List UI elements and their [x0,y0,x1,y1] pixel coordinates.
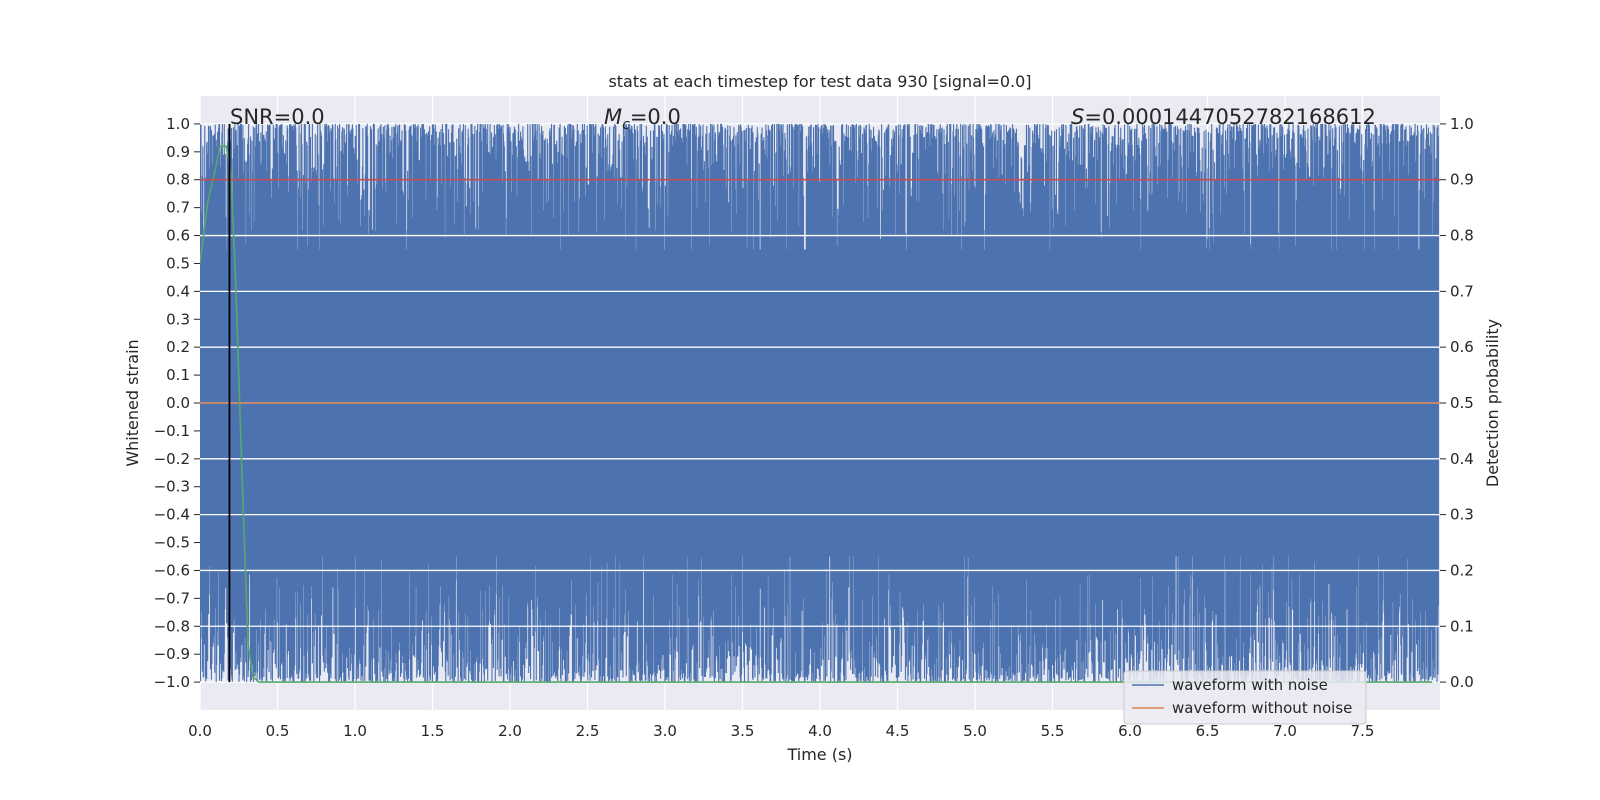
y-left-tick-label: −0.3 [154,478,190,496]
y-right-tick-label: 0.1 [1450,617,1474,635]
y-right-tick-label: 0.8 [1450,227,1474,245]
x-tick-label: 2.0 [498,722,522,740]
y-left-tick-label: −0.1 [154,422,190,440]
x-tick-label: 0.0 [188,722,212,740]
x-tick-label: 5.0 [963,722,987,740]
y-axis-label-right: Detection probability [1483,319,1502,487]
x-tick-label: 4.5 [886,722,910,740]
legend: waveform with noise waveform without noi… [1123,670,1367,725]
y-left-tick-label: 0.8 [166,171,190,189]
ticks: 0.0 0.5 1.0 1.5 2.0 2.5 3.0 3.5 4.0 4.5 5.0 5.5 6.0 6… [154,115,1474,740]
y-left-tick-label: −0.6 [154,561,190,579]
y-left-tick-label: 1.0 [166,115,190,133]
y-left-tick-label: −0.4 [154,506,190,524]
y-left-tick-label: −0.5 [154,534,190,552]
y-right-tick-label: 0.4 [1450,450,1474,468]
x-tick-label: 6.5 [1196,722,1220,740]
x-tick-label: 1.5 [421,722,445,740]
y-left-tick-label: 0.7 [166,199,190,217]
y-right-tick-label: 0.2 [1450,561,1474,579]
y-left-tick-label: −0.8 [154,617,190,635]
y-left-tick-label: 0.4 [166,282,190,300]
detection-probability-line [200,145,1433,683]
y-left-tick-label: −0.7 [154,589,190,607]
legend-label-clean: waveform without noise [1172,699,1352,717]
s-annotation: S=0.0001447052782168612 [1071,105,1376,129]
x-tick-label: 3.0 [653,722,677,740]
chart-title: stats at each timestep for test data 930… [608,72,1031,91]
x-tick-label: 1.0 [343,722,367,740]
y-left-tick-label: 0.3 [166,310,190,328]
y-right-tick-label: 0.0 [1450,673,1474,691]
y-right-tick-label: 0.9 [1450,171,1474,189]
x-tick-label: 0.5 [266,722,290,740]
y-left-tick-label: −1.0 [154,673,190,691]
y-left-tick-label: 0.0 [166,394,190,412]
x-tick-label: 3.5 [731,722,755,740]
y-left-tick-label: 0.5 [166,254,190,272]
y-right-tick-label: 0.6 [1450,338,1474,356]
chirp-mass-annotation: Mc=0.0 [604,105,681,133]
x-tick-label: 2.5 [576,722,600,740]
x-axis-label: Time (s) [786,745,852,764]
x-tick-label: 7.5 [1351,722,1375,740]
series-layer [200,123,1440,683]
legend-label-noise: waveform with noise [1172,676,1328,694]
y-right-tick-label: 0.7 [1450,282,1474,300]
y-left-tick-label: 0.2 [166,338,190,356]
x-tick-label: 7.0 [1273,722,1297,740]
x-tick-label: 5.5 [1041,722,1065,740]
y-right-tick-label: 0.3 [1450,506,1474,524]
y-right-tick-label: 0.5 [1450,394,1474,412]
y-left-tick-label: −0.2 [154,450,190,468]
y-left-tick-label: 0.6 [166,227,190,245]
x-tick-label: 6.0 [1118,722,1142,740]
y-left-tick-label: 0.9 [166,143,190,161]
y-right-tick-label: 1.0 [1450,115,1474,133]
x-tick-label: 4.0 [808,722,832,740]
y-axis-label-left: Whitened strain [123,339,142,466]
y-left-tick-label: 0.1 [166,366,190,384]
y-left-tick-label: −0.9 [154,645,190,663]
legend-box [1123,670,1367,725]
snr-annotation: SNR=0.0 [230,105,325,129]
